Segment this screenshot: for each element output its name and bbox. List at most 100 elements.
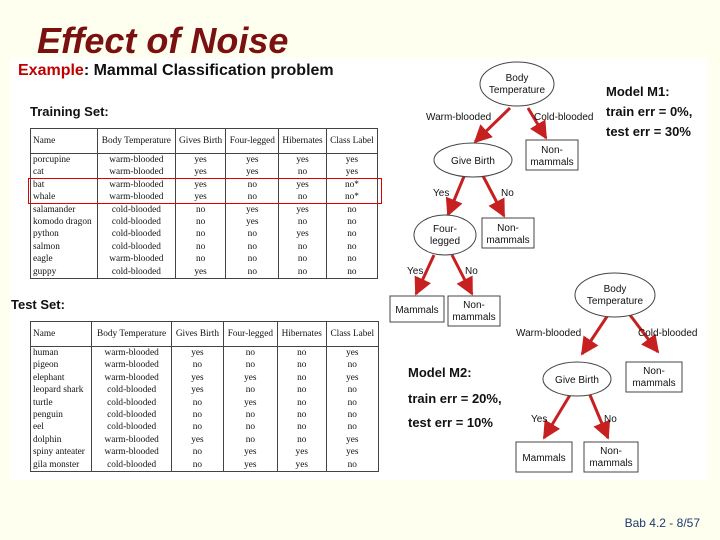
- test-header-2: Gives Birth: [171, 321, 224, 347]
- m2-non-mammals-leaf: [625, 361, 683, 393]
- test-cell: turtle: [29, 396, 93, 410]
- test-cell: no: [325, 409, 380, 422]
- test-cell: yes: [222, 371, 278, 385]
- train-header-3: Four-legged: [225, 128, 280, 154]
- test-header-0: Name: [29, 321, 93, 347]
- m2-nm2-text-2: mammals: [589, 458, 632, 469]
- table-row: eel cold-blooded no no no no: [29, 421, 380, 434]
- model-m2-info: Model M2: train err = 20%, test err = 10…: [408, 363, 502, 433]
- train-cell: no: [325, 265, 379, 280]
- train-cell: no: [225, 240, 280, 254]
- slide-title: Effect of Noise: [37, 20, 289, 61]
- m1-non-mammals-leaf-2: [481, 217, 535, 249]
- test-cell: no: [222, 384, 278, 397]
- m2-root-text-2: Temperature: [587, 296, 644, 307]
- test-cell: yes: [222, 458, 278, 473]
- train-cell: yes: [325, 153, 379, 167]
- train-cell: yes: [325, 166, 379, 179]
- test-cell: cold-blooded: [91, 421, 173, 434]
- test-cell: penguin: [29, 409, 93, 422]
- table-row: leopard shark cold-blooded yes no no no: [29, 384, 380, 397]
- m1-nm3-text-1: Non-: [463, 300, 485, 311]
- m1-root-text-2: Temperature: [489, 85, 546, 96]
- m1-yes2-label: Yes: [407, 266, 423, 277]
- train-cell: no: [325, 216, 379, 229]
- m1-give-birth-text: Give Birth: [451, 156, 495, 167]
- m2-nm1-text-2: mammals: [632, 378, 675, 389]
- m1-non-mammals-leaf-1: [525, 139, 579, 171]
- table-row: eagle warm-blooded no no no no: [30, 253, 379, 266]
- test-cell: no: [222, 409, 278, 422]
- table-row: penguin cold-blooded no no no no: [29, 409, 380, 422]
- table-row: cat warm-blooded yes yes no yes: [30, 166, 379, 179]
- table-row: pigeon warm-blooded no no no no: [29, 359, 380, 372]
- m2-nm2-text-1: Non-: [600, 446, 622, 457]
- test-cell: warm-blooded: [91, 346, 173, 360]
- m2-non-mammals-leaf-2: [583, 441, 639, 473]
- train-cell: no: [325, 240, 379, 254]
- table-row: bat warm-blooded yes no yes no*: [30, 178, 379, 192]
- model-m1-info: Model M1: train err = 0%, test err = 30%: [606, 82, 692, 142]
- m2-test-err: test err = 10%: [408, 415, 493, 430]
- m2-edge-cold: [628, 314, 660, 354]
- test-cell: cold-blooded: [91, 384, 173, 397]
- table-row: turtle cold-blooded no yes no no: [29, 396, 380, 410]
- m1-edge-cold: [526, 107, 548, 140]
- test-cell: yes: [325, 371, 380, 385]
- table-row: human warm-blooded yes no no yes: [29, 346, 380, 360]
- m1-yes1-label: Yes: [433, 188, 449, 199]
- test-cell: yes: [325, 346, 380, 360]
- m1-four-legged-text-2: legged: [430, 236, 460, 247]
- test-header-3: Four-legged: [222, 321, 278, 347]
- test-cell: cold-blooded: [91, 458, 173, 473]
- m2-edge-no: [588, 394, 611, 440]
- train-cell: no: [325, 228, 379, 241]
- train-cell: no: [225, 228, 280, 241]
- example-prefix: Example: [18, 62, 84, 79]
- test-cell: yes: [325, 446, 380, 459]
- m2-yes-label: Yes: [531, 414, 547, 425]
- test-cell: cold-blooded: [91, 396, 173, 410]
- test-cell: no: [325, 421, 380, 434]
- train-cell: warm-blooded: [96, 191, 176, 204]
- m1-test-err: test err = 30%: [606, 124, 691, 139]
- m1-nm1-text-1: Non-: [541, 145, 563, 156]
- test-cell: no: [325, 396, 380, 410]
- test-cell: warm-blooded: [91, 371, 173, 385]
- test-cell: warm-blooded: [91, 359, 173, 372]
- test-cell: yes: [222, 396, 278, 410]
- m1-cold-label: Cold-blooded: [534, 112, 594, 123]
- train-cell: no: [225, 253, 280, 266]
- table-row: dolphin warm-blooded yes no no yes: [29, 433, 380, 447]
- m2-nm1-text-1: Non-: [643, 366, 665, 377]
- m1-nm1-text-2: mammals: [530, 157, 573, 168]
- m1-no1-label: No: [501, 188, 514, 199]
- m2-warm-label: Warm-blooded: [516, 328, 581, 339]
- m1-nm2-text-1: Non-: [497, 223, 519, 234]
- test-cell: spiny anteater: [29, 446, 93, 459]
- m2-edge-yes: [542, 394, 572, 440]
- test-cell: cold-blooded: [91, 409, 173, 422]
- train-header-1: Body Temperature: [96, 128, 176, 154]
- m1-edge-no2: [450, 254, 474, 296]
- table-row: spiny anteater warm-blooded no yes yes yes: [29, 446, 380, 459]
- test-set-label: Test Set:: [11, 297, 65, 312]
- train-cell: yes: [225, 153, 280, 167]
- train-cell: warm-blooded: [96, 253, 176, 266]
- train-cell: cold-blooded: [96, 240, 176, 254]
- table-row: python cold-blooded no no yes no: [30, 228, 379, 241]
- test-cell: no: [222, 359, 278, 372]
- m1-train-err: train err = 0%,: [606, 104, 693, 119]
- m2-root-node: [574, 272, 656, 318]
- figure-panel: Example: Mammal Classification problem T…: [10, 58, 707, 480]
- test-cell: yes: [325, 433, 380, 447]
- m1-no2-label: No: [465, 266, 478, 277]
- test-header-4: Hibernates: [276, 321, 327, 347]
- m2-cold-label: Cold-blooded: [638, 328, 698, 339]
- test-cell: gila monster: [29, 458, 93, 473]
- test-cell: dolphin: [29, 433, 93, 447]
- m1-nm2-text-2: mammals: [486, 235, 529, 246]
- test-cell: human: [29, 346, 93, 360]
- m2-mammals-leaf: [515, 441, 573, 473]
- m1-edge-yes1: [445, 173, 467, 217]
